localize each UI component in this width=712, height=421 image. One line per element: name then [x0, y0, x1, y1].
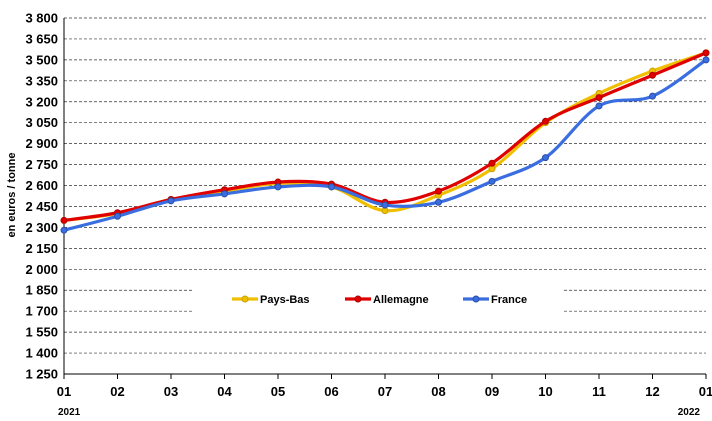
y-axis-label: en euros / tonne	[6, 153, 18, 238]
x-tick-label: 10	[538, 384, 552, 399]
x-tick-label: 05	[271, 384, 285, 399]
legend-item-allemagne: Allemagne	[345, 294, 429, 306]
y-tick-label: 2 000	[25, 262, 58, 277]
y-tick-label: 2 750	[25, 157, 58, 172]
data-point-france	[381, 201, 389, 209]
data-point-france	[167, 197, 175, 205]
data-point-france	[221, 190, 228, 198]
x-tick-label: 12	[645, 384, 659, 399]
legend-label: France	[491, 294, 527, 306]
x-tick-label: 01	[57, 384, 71, 399]
legend-label: Allemagne	[373, 294, 429, 306]
x-tick-label: 02	[110, 384, 124, 399]
y-tick-label: 2 300	[25, 220, 58, 235]
year-label-start: 2021	[58, 407, 81, 418]
data-point-france	[595, 102, 603, 110]
data-point-allemagne	[60, 216, 68, 224]
y-tick-label: 1 550	[25, 325, 58, 340]
data-point-france	[435, 198, 442, 206]
y-tick-label: 3 650	[25, 31, 58, 46]
year-label-end: 2022	[678, 407, 701, 418]
grid-lines	[64, 17, 706, 354]
x-tick-label: 01	[699, 384, 712, 399]
data-point-allemagne	[435, 187, 442, 195]
x-tick-label: 07	[378, 384, 392, 399]
y-tick-label: 3 800	[25, 11, 58, 26]
data-point-allemagne	[542, 117, 549, 125]
series-pays-bas	[60, 49, 710, 224]
series-france	[60, 56, 710, 234]
series-allemagne	[60, 49, 710, 224]
y-tick-label: 1 250	[25, 367, 58, 382]
x-tick-label: 08	[431, 384, 445, 399]
x-tick-labels: 01 02 03 04 05 06 07 08 09 10 11 12 01	[57, 374, 712, 399]
legend-label: Pays-Bas	[260, 294, 310, 306]
data-point-allemagne	[595, 94, 603, 102]
legend-swatch-marker	[241, 295, 249, 303]
y-tick-label: 2 150	[25, 241, 58, 256]
legend-item-pays-bas: Pays-Bas	[232, 294, 310, 306]
y-tick-label: 3 200	[25, 94, 58, 109]
y-tick-labels: 1 250 1 400 1 550 1 700 1 850 2 000 2 150 2 300…	[25, 11, 58, 382]
data-point-allemagne	[649, 71, 656, 79]
legend-swatch-marker	[472, 295, 480, 303]
data-point-france	[488, 177, 496, 185]
y-tick-label: 1 850	[25, 283, 58, 298]
series-lines	[60, 49, 710, 234]
data-point-france	[702, 56, 710, 64]
y-tick-label: 2 900	[25, 136, 58, 151]
y-tick-label: 3 050	[25, 115, 58, 130]
y-tick-label: 2 450	[25, 199, 58, 214]
legend-item-france: France	[463, 294, 527, 306]
data-point-allemagne	[488, 159, 496, 167]
legend-swatch-marker	[354, 295, 362, 303]
x-tick-label: 04	[217, 384, 232, 399]
data-point-france	[328, 183, 335, 191]
data-point-france	[60, 226, 68, 234]
x-tick-label: 11	[592, 384, 606, 399]
series-line-pays-bas	[63, 51, 707, 223]
x-tick-label: 09	[485, 384, 499, 399]
data-point-france	[114, 212, 121, 220]
y-tick-label: 2 600	[25, 178, 58, 193]
data-point-france	[542, 154, 549, 162]
data-point-france	[274, 183, 282, 191]
y-tick-label: 3 500	[25, 52, 58, 67]
series-line-allemagne	[63, 51, 707, 223]
y-tick-label: 1 700	[25, 304, 58, 319]
x-tick-label: 06	[324, 384, 338, 399]
y-tick-label: 1 400	[25, 346, 58, 361]
data-point-allemagne	[702, 49, 710, 57]
y-tick-label: 3 350	[25, 73, 58, 88]
legend: Pays-Bas Allemagne France	[192, 283, 562, 315]
data-point-france	[649, 92, 656, 100]
x-tick-label: 03	[164, 384, 178, 399]
